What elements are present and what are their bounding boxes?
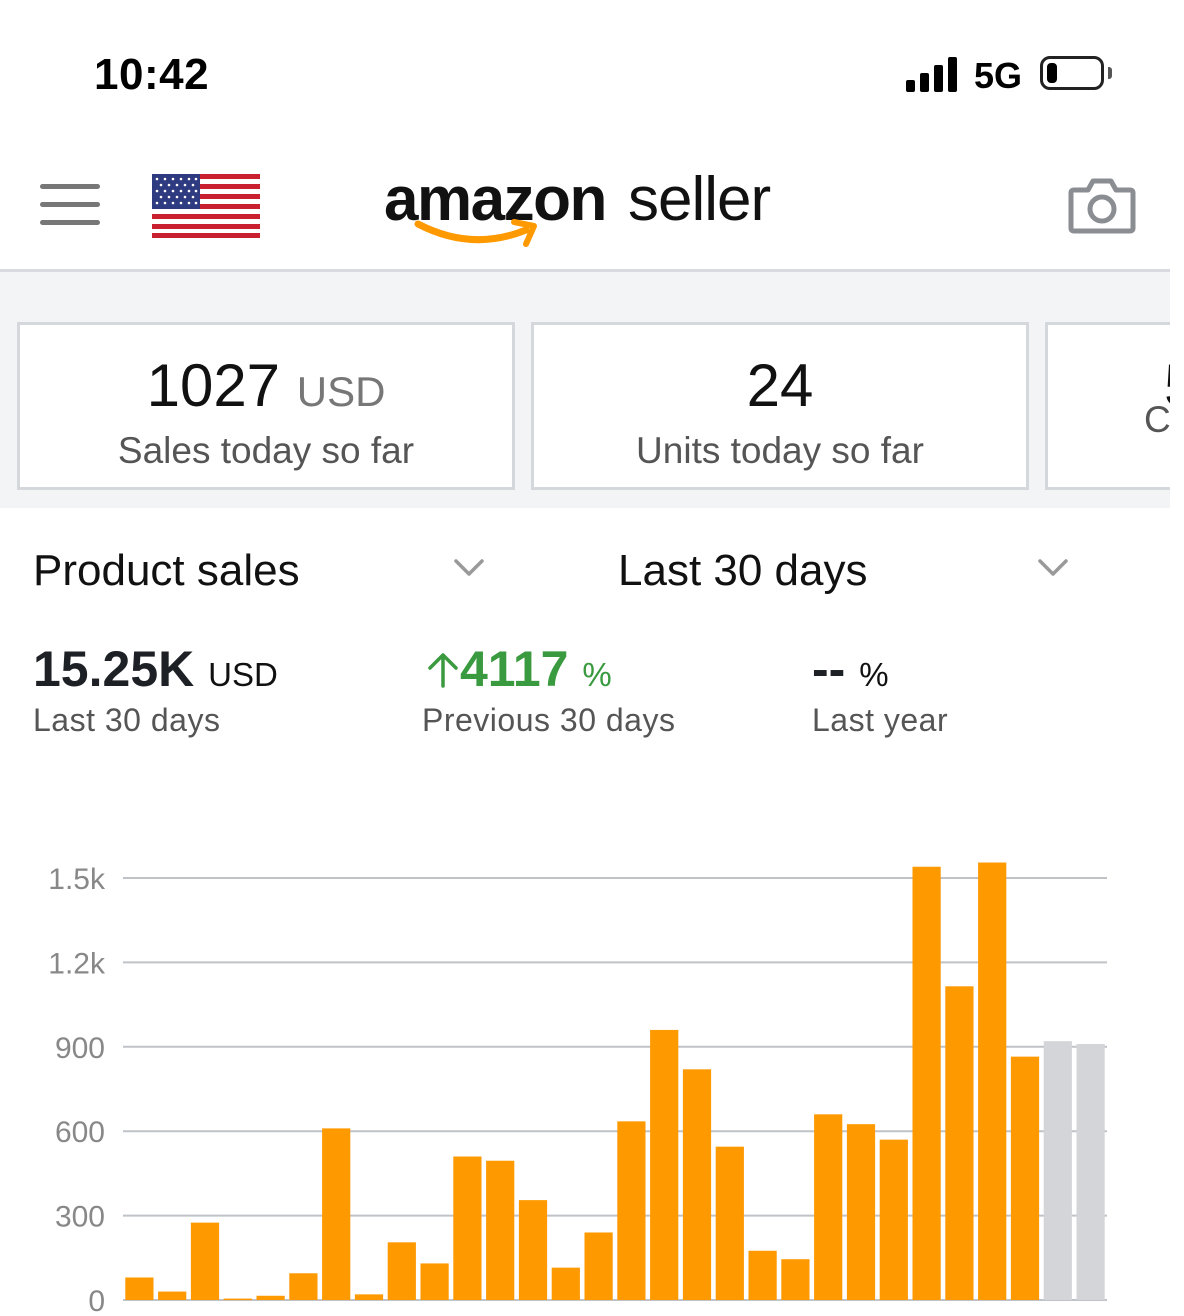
chevron-down-icon[interactable] xyxy=(1036,556,1070,580)
change-year-unit: % xyxy=(859,656,889,693)
sales-today-unit: USD xyxy=(296,368,386,415)
sales-bar[interactable] xyxy=(256,1295,285,1300)
total-sales-value: 15.25K xyxy=(33,641,195,697)
y-tick-label: 1.5k xyxy=(48,863,106,896)
comparison-bar[interactable] xyxy=(1043,1041,1072,1300)
change-year-metric: -- % xyxy=(812,640,889,698)
y-tick-label: 0 xyxy=(88,1285,105,1316)
y-tick-label: 1.2k xyxy=(48,947,106,980)
camera-icon[interactable] xyxy=(1068,176,1136,239)
arrow-up-icon xyxy=(428,653,458,688)
change-year-value: -- xyxy=(812,641,846,697)
sales-bar[interactable] xyxy=(289,1273,318,1300)
units-today-card[interactable]: 24 Units today so far xyxy=(531,322,1029,490)
units-today-label: Units today so far xyxy=(636,430,924,471)
total-sales-metric: 15.25K USD xyxy=(33,640,278,698)
battery-level xyxy=(1047,63,1057,83)
sales-bar[interactable] xyxy=(486,1160,515,1300)
hamburger-menu-icon[interactable] xyxy=(40,184,100,226)
sales-today-value: 1027 xyxy=(146,352,281,419)
y-tick-label: 900 xyxy=(55,1032,105,1065)
network-type: 5G xyxy=(974,55,1023,96)
sales-bar[interactable] xyxy=(518,1200,548,1300)
comparison-bar[interactable] xyxy=(1076,1043,1105,1300)
sales-bar[interactable] xyxy=(354,1294,384,1300)
sales-bar[interactable] xyxy=(879,1139,908,1300)
sales-today-label: Sales today so far xyxy=(117,430,415,471)
card-value-line: 24 xyxy=(534,351,1026,420)
sales-bar[interactable] xyxy=(125,1277,154,1300)
units-today-value: 24 xyxy=(746,352,814,419)
sales-today-card[interactable]: 1027 USD Sales today so far xyxy=(17,322,515,490)
sales-bar[interactable] xyxy=(190,1222,220,1300)
sales-bar[interactable] xyxy=(748,1250,777,1300)
sales-bar[interactable] xyxy=(978,862,1007,1300)
change-previous-metric: 4117 % xyxy=(426,640,612,698)
us-flag-icon[interactable] xyxy=(152,174,260,243)
logo-text-seller: seller xyxy=(628,165,771,234)
sales-bar[interactable] xyxy=(420,1263,449,1300)
battery-icon xyxy=(1040,56,1104,90)
y-tick-label: 600 xyxy=(55,1116,105,1149)
third-card-label: C xyxy=(1144,399,1170,440)
sales-bar[interactable] xyxy=(617,1121,646,1300)
sales-bar[interactable] xyxy=(453,1156,482,1300)
sales-bar[interactable] xyxy=(945,986,974,1300)
y-tick-label: 300 xyxy=(55,1201,105,1234)
third-card-value: 5 xyxy=(1164,351,1170,420)
sales-bar[interactable] xyxy=(584,1232,613,1300)
sales-bar[interactable] xyxy=(650,1029,679,1300)
sales-bar[interactable] xyxy=(682,1069,712,1300)
sales-bar[interactable] xyxy=(912,866,941,1300)
change-previous-label: Previous 30 days xyxy=(422,702,676,738)
status-time: 10:42 xyxy=(94,50,210,99)
sales-bar[interactable] xyxy=(387,1242,416,1300)
signal-strength-icon xyxy=(906,56,958,92)
sales-bar[interactable] xyxy=(814,1114,843,1300)
sales-bar[interactable] xyxy=(715,1146,744,1300)
total-sales-label: Last 30 days xyxy=(33,702,221,738)
total-sales-unit: USD xyxy=(208,656,278,693)
sales-bar[interactable] xyxy=(158,1291,187,1300)
metric-dropdown-label[interactable]: Product sales xyxy=(33,546,300,595)
battery-tip xyxy=(1108,67,1112,79)
amazon-smile-icon xyxy=(414,219,537,247)
change-year-label: Last year xyxy=(812,702,949,738)
period-dropdown-label[interactable]: Last 30 days xyxy=(618,546,868,595)
app-header xyxy=(0,140,1170,272)
sales-bar[interactable] xyxy=(551,1267,580,1300)
card-value-line: 1027 USD xyxy=(20,351,512,420)
change-previous-value: 4117 xyxy=(460,641,569,697)
sales-bar[interactable] xyxy=(322,1128,351,1300)
amazon-seller-logo: amazon seller xyxy=(384,160,784,256)
sales-bar-chart: 1.5k 1.2k 900 600 300 0 xyxy=(48,862,1107,1316)
third-card-partial[interactable]: 5 C xyxy=(1045,322,1170,490)
sales-bar[interactable] xyxy=(846,1124,876,1300)
sales-bar[interactable] xyxy=(223,1298,252,1301)
sales-bar[interactable] xyxy=(781,1259,810,1300)
chevron-down-icon[interactable] xyxy=(452,556,486,580)
sales-bar[interactable] xyxy=(1010,1056,1040,1300)
change-previous-unit: % xyxy=(582,656,612,693)
